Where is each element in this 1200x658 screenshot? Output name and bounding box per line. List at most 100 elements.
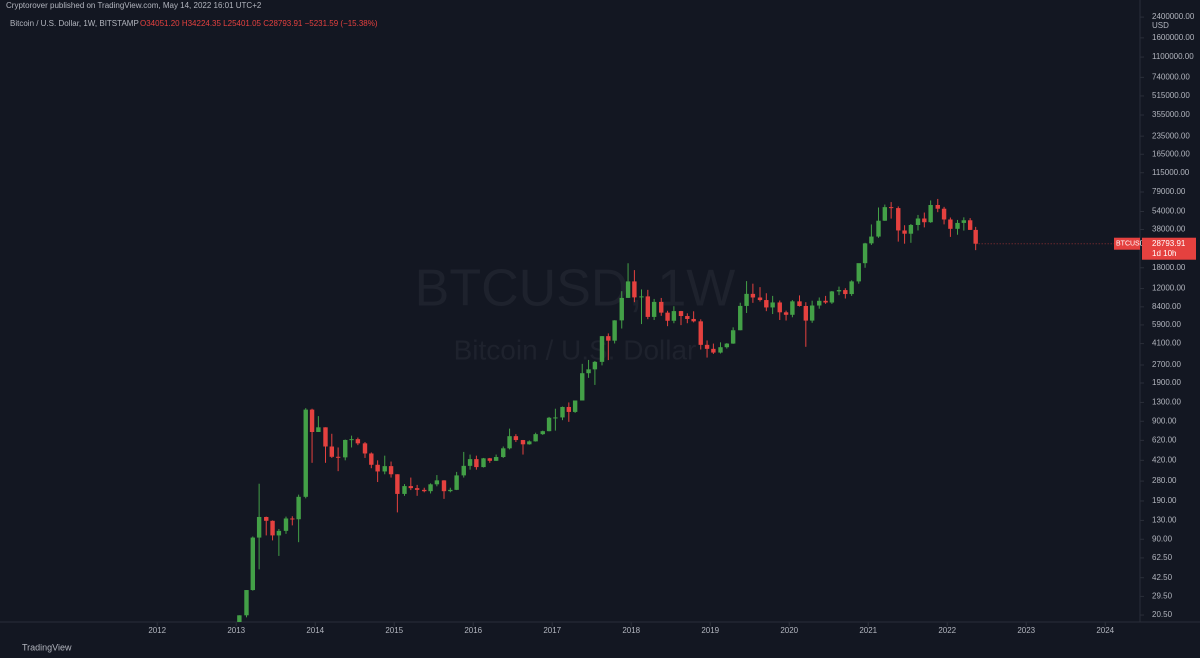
candle-body	[836, 290, 842, 292]
y-tick-label: 54000.00	[1152, 207, 1186, 216]
x-tick-label: 2021	[859, 626, 877, 635]
x-tick-label: 2022	[938, 626, 956, 635]
candle-body	[441, 480, 447, 492]
candle-body	[744, 293, 749, 306]
candle-body	[829, 291, 835, 303]
y-tick-label: 1900.00	[1152, 378, 1181, 387]
candle-body	[691, 318, 696, 322]
candle-body	[520, 440, 526, 445]
candle-body	[606, 336, 611, 341]
candle-body	[382, 466, 387, 472]
x-tick-label: 2016	[464, 626, 482, 635]
candle-body	[527, 441, 532, 445]
y-tick-label: 90.00	[1152, 534, 1173, 543]
y-tick-label: 20.50	[1152, 610, 1173, 619]
candle-body	[882, 207, 888, 221]
y-tick-label: 115000.00	[1152, 168, 1190, 177]
candle-body	[566, 406, 572, 412]
candle-body	[738, 305, 743, 331]
candle-body	[632, 281, 637, 298]
candle-body	[896, 208, 901, 231]
y-tick-label: 4100.00	[1152, 339, 1181, 348]
candle-body	[955, 222, 960, 229]
x-tick-label: 2018	[622, 626, 640, 635]
candle-body	[402, 486, 407, 494]
candle-body	[316, 427, 321, 433]
y-tick-label: 5900.00	[1152, 320, 1181, 329]
candle-body	[369, 453, 374, 465]
axis-unit: USD	[1152, 21, 1169, 30]
candle-body	[770, 302, 775, 308]
candle-body	[750, 293, 756, 298]
candle-body	[467, 459, 473, 466]
candle-body	[935, 204, 940, 209]
candle-body	[296, 496, 301, 520]
candle-body	[250, 537, 256, 591]
legend-ohlc: O34051.20 H34224.35 L25401.05 C28793.91 …	[140, 19, 378, 28]
candle-body	[869, 236, 874, 244]
candle-body	[244, 590, 249, 616]
publisher: Cryptorover published on TradingView.com…	[6, 1, 262, 10]
y-tick-label: 235000.00	[1152, 131, 1190, 140]
candle-body	[422, 489, 427, 492]
candle-body	[375, 464, 380, 472]
y-tick-label: 900.00	[1152, 416, 1177, 425]
candle-body	[704, 344, 710, 349]
y-tick-label: 8400.00	[1152, 302, 1181, 311]
y-tick-label: 130.00	[1152, 516, 1177, 525]
candle-body	[507, 436, 512, 449]
candle-body	[961, 220, 967, 223]
candle-body	[724, 343, 730, 348]
candle-body	[797, 301, 802, 306]
candle-body	[309, 409, 315, 433]
y-tick-label: 620.00	[1152, 435, 1177, 444]
legend-symbol: Bitcoin / U.S. Dollar, 1W, BITSTAMP	[10, 19, 139, 28]
candle-body	[283, 518, 289, 531]
candle-body	[290, 518, 295, 520]
candle-body	[817, 300, 822, 306]
x-tick-label: 2023	[1017, 626, 1035, 635]
candle-body	[572, 400, 578, 412]
y-tick-label: 190.00	[1152, 496, 1177, 505]
candle-body	[777, 302, 782, 313]
y-tick-label: 18000.00	[1152, 263, 1186, 272]
y-tick-label: 2400000.00	[1152, 12, 1195, 21]
candle-body	[343, 439, 348, 458]
candle-body	[665, 312, 670, 321]
candle-body	[619, 297, 624, 321]
candle-body	[580, 373, 585, 401]
candle-body	[395, 474, 400, 494]
candle-body	[474, 459, 479, 468]
candle-body	[546, 417, 552, 432]
candle-body	[592, 361, 598, 370]
x-tick-label: 2012	[148, 626, 166, 635]
x-tick-label: 2015	[385, 626, 403, 635]
y-tick-label: 280.00	[1152, 476, 1177, 485]
candle-body	[809, 305, 815, 321]
candle-body	[803, 305, 809, 321]
x-tick-label: 2019	[701, 626, 719, 635]
x-tick-label: 2014	[306, 626, 324, 635]
candle-body	[671, 311, 677, 321]
plot	[237, 198, 978, 622]
candle-body	[928, 204, 933, 223]
candle-body	[790, 301, 795, 315]
candle-body	[414, 488, 420, 490]
candle-body	[428, 484, 433, 492]
candle-body	[941, 208, 947, 220]
candle-body	[264, 516, 269, 521]
candle-body	[915, 218, 921, 225]
watermark: Bitcoin / U.S. Dollar	[454, 334, 697, 365]
candle-body	[651, 301, 657, 317]
candle-body	[454, 475, 459, 490]
y-tick-label: 2700.00	[1152, 360, 1181, 369]
candle-body	[362, 443, 368, 454]
price-tag	[1114, 237, 1140, 250]
footer: TradingView	[22, 642, 72, 652]
candle-body	[730, 330, 736, 344]
candle-body	[876, 220, 881, 237]
candle-body	[388, 466, 394, 475]
candle-body	[862, 243, 868, 264]
